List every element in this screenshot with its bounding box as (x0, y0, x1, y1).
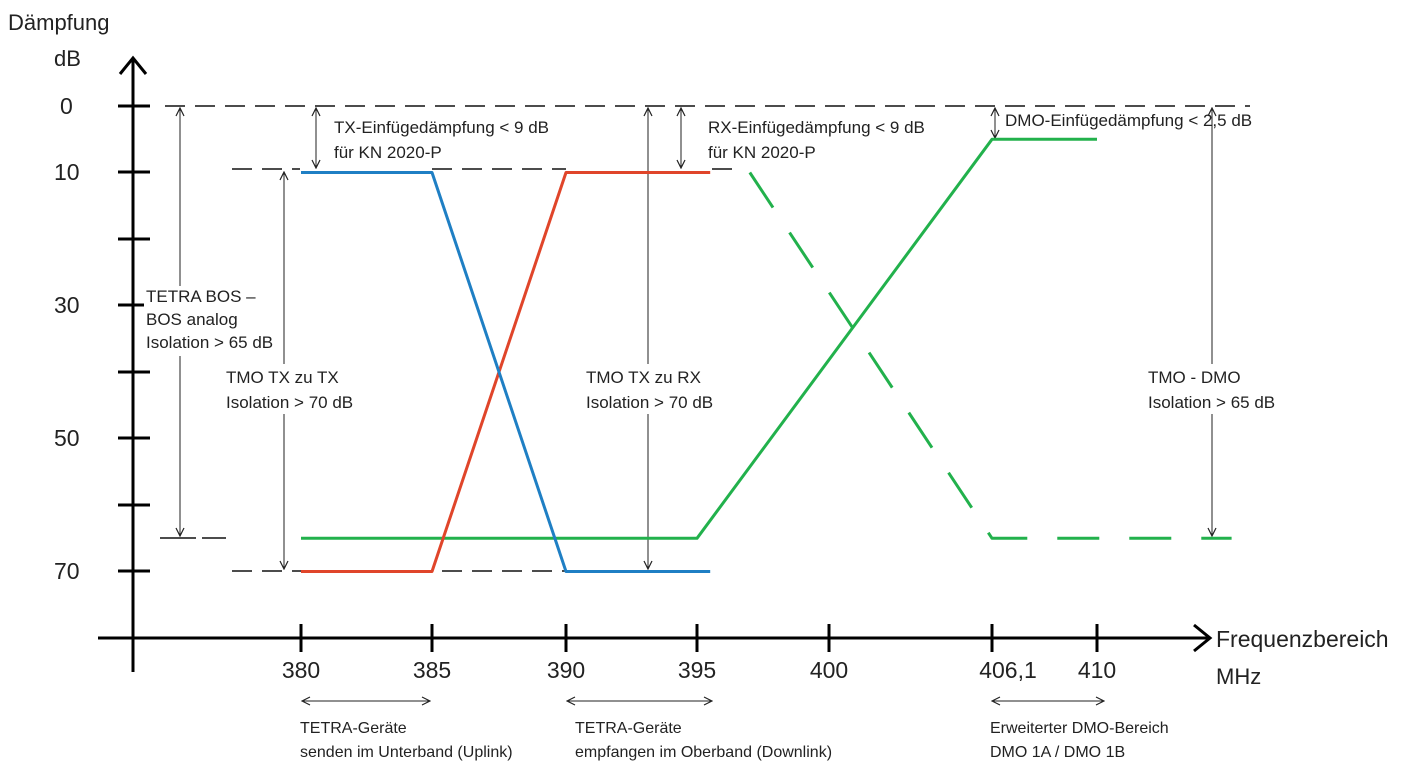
y-tick-label: 0 (60, 93, 73, 119)
tx-insertion-line2: für KN 2020-P (334, 143, 442, 162)
x-tick-label: 395 (678, 657, 716, 683)
y-axis-unit: dB (54, 46, 81, 71)
dimension-arrows (180, 108, 1212, 569)
y-tick-labels: 0 10 30 50 70 (54, 93, 80, 584)
y-axis-title: Dämpfung (8, 10, 110, 35)
y-tick-label: 50 (54, 425, 80, 451)
uplink-band-line1: TETRA-Geräte (300, 720, 407, 737)
tmo-tx-tx-line2: Isolation > 70 dB (226, 393, 353, 412)
reference-lines (160, 105, 1250, 572)
rx-insertion-line2: für KN 2020-P (708, 143, 816, 162)
dmo-band-line1: Erweiterter DMO-Bereich (990, 720, 1169, 737)
uplink-band-line2: senden im Unterband (Uplink) (300, 744, 513, 761)
y-ticks (118, 104, 150, 573)
dmo-insertion-label: DMO-Einfügedämpfung < 2,5 dB (1005, 111, 1252, 130)
downlink-band-line2: empfangen im Oberband (Downlink) (575, 744, 832, 761)
x-tick-label: 385 (413, 657, 451, 683)
dmo-band-line2: DMO 1A / DMO 1B (990, 744, 1125, 761)
dmo-filter-curve (301, 137, 1097, 540)
tmo-tx-rx-line2: Isolation > 70 dB (586, 393, 713, 412)
tmo-tx-rx-label-bg (580, 364, 730, 414)
tmo-dmo-line1: TMO - DMO (1148, 368, 1241, 387)
x-axis-title: Frequenzbereich (1216, 626, 1389, 652)
filter-curves (301, 137, 1232, 573)
dmo-filter-curve-dashed (748, 171, 1232, 540)
tetra-bos-line1: TETRA BOS – (146, 287, 256, 306)
downlink-band-line1: TETRA-Geräte (575, 720, 682, 737)
x-tick-labels: 380 385 390 395 400 406,1 410 (282, 657, 1116, 683)
x-tick-label: 400 (810, 657, 848, 683)
tmo-dmo-label-bg (1144, 364, 1292, 414)
tmo-tx-tx-line1: TMO TX zu TX (226, 368, 339, 387)
tmo-tx-tx-label-bg (220, 364, 368, 414)
y-tick-label: 10 (54, 159, 80, 185)
y-axis-arrowhead (118, 55, 148, 75)
x-ticks (299, 624, 1099, 652)
tmo-dmo-line2: Isolation > 65 dB (1148, 393, 1275, 412)
tetra-bos-line2: BOS analog (146, 310, 238, 329)
y-tick-label: 30 (54, 292, 80, 318)
x-tick-label: 410 (1078, 657, 1116, 683)
x-tick-label: 390 (547, 657, 585, 683)
tmo-tx-rx-line1: TMO TX zu RX (586, 368, 701, 387)
x-tick-label: 380 (282, 657, 320, 683)
x-axis-arrowhead (1193, 623, 1213, 653)
x-axis-unit: MHz (1216, 664, 1261, 689)
rx-insertion-line1: RX-Einfügedämpfung < 9 dB (708, 118, 925, 137)
tx-insertion-line1: TX-Einfügedämpfung < 9 dB (334, 118, 549, 137)
annotations: TX-Einfügedämpfung < 9 dB für KN 2020-P … (144, 111, 1292, 414)
band-labels: TETRA-Geräte senden im Unterband (Uplink… (300, 720, 1169, 761)
tetra-bos-label-bg (144, 286, 282, 356)
tetra-bos-line3: Isolation > 65 dB (146, 333, 273, 352)
y-tick-label: 70 (54, 558, 80, 584)
x-tick-label: 406,1 (979, 657, 1037, 683)
tx-filter-curve (301, 171, 711, 573)
